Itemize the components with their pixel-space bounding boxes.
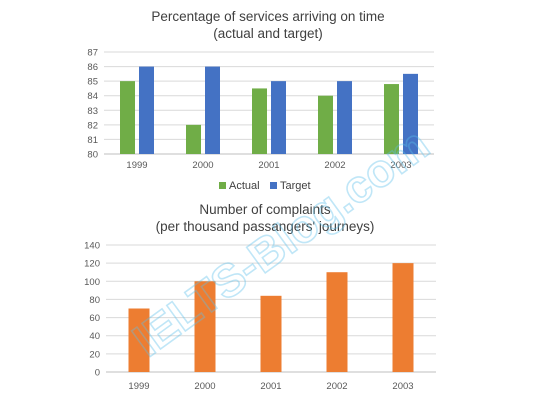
legend-target-label: Target [280, 180, 311, 192]
on-time-gridlines [104, 51, 434, 155]
legend-target-swatch [270, 182, 277, 189]
complaints-bars [128, 263, 414, 372]
complaints-y-tick-labels: 0 20 40 60 80 100 120 140 [84, 241, 100, 379]
y-tick-label: 86 [87, 62, 98, 73]
x-tick-label: 2002 [326, 381, 347, 392]
bar-complaints-2002 [326, 272, 348, 372]
bar-complaints-2000 [194, 281, 216, 372]
on-time-chart-subtitle: (actual and target) [213, 26, 323, 41]
y-tick-label: 140 [84, 241, 100, 252]
y-tick-label: 20 [89, 349, 100, 360]
y-tick-label: 80 [87, 150, 98, 161]
y-tick-label: 81 [87, 135, 98, 146]
on-time-bars [120, 66, 418, 154]
bar-actual-2003 [384, 84, 399, 154]
on-time-chart: Percentage of services arriving on time … [87, 9, 434, 192]
y-tick-label: 82 [87, 120, 98, 131]
on-time-legend: Actual Target [219, 180, 311, 192]
y-tick-label: 84 [87, 91, 98, 102]
bar-actual-1999 [120, 81, 135, 154]
x-tick-label: 1999 [126, 160, 147, 171]
x-tick-label: 2000 [192, 160, 213, 171]
x-tick-label: 2001 [260, 381, 281, 392]
bar-target-2001 [271, 81, 286, 154]
bar-complaints-2003 [392, 263, 414, 372]
x-tick-label: 2002 [324, 160, 345, 171]
on-time-chart-title: Percentage of services arriving on time [151, 9, 384, 24]
y-tick-label: 87 [87, 48, 98, 59]
x-tick-label: 2003 [392, 381, 413, 392]
complaints-chart: Number of complaints (per thousand passa… [84, 202, 436, 392]
x-tick-label: 2003 [390, 160, 411, 171]
y-tick-label: 40 [89, 331, 100, 342]
bar-target-2002 [337, 81, 352, 154]
bar-actual-2000 [186, 124, 201, 154]
y-tick-label: 80 [89, 295, 100, 306]
x-tick-label: 2001 [258, 160, 279, 171]
bar-target-2003 [403, 73, 418, 154]
y-tick-label: 120 [84, 259, 100, 270]
bar-target-1999 [139, 66, 154, 154]
bar-target-2000 [205, 66, 220, 154]
bar-complaints-2001 [260, 295, 282, 372]
on-time-y-tick-labels: 80 81 82 83 84 85 86 87 [87, 48, 98, 161]
bar-complaints-1999 [128, 308, 150, 372]
complaints-x-tick-labels: 1999 2000 2001 2002 2003 [128, 381, 413, 392]
y-tick-label: 83 [87, 106, 98, 117]
complaints-chart-title: Number of complaints [199, 202, 331, 217]
x-tick-label: 2000 [194, 381, 215, 392]
on-time-x-tick-labels: 1999 2000 2001 2002 2003 [126, 160, 411, 171]
y-tick-label: 100 [84, 277, 100, 288]
complaints-chart-subtitle: (per thousand passangers' journeys) [156, 219, 375, 234]
y-tick-label: 60 [89, 313, 100, 324]
bar-actual-2002 [318, 95, 333, 154]
legend-actual-label: Actual [229, 180, 260, 192]
bar-actual-2001 [252, 88, 267, 154]
y-tick-label: 85 [87, 77, 98, 88]
x-tick-label: 1999 [128, 381, 149, 392]
y-tick-label: 0 [95, 368, 100, 379]
legend-actual-swatch [219, 182, 226, 189]
